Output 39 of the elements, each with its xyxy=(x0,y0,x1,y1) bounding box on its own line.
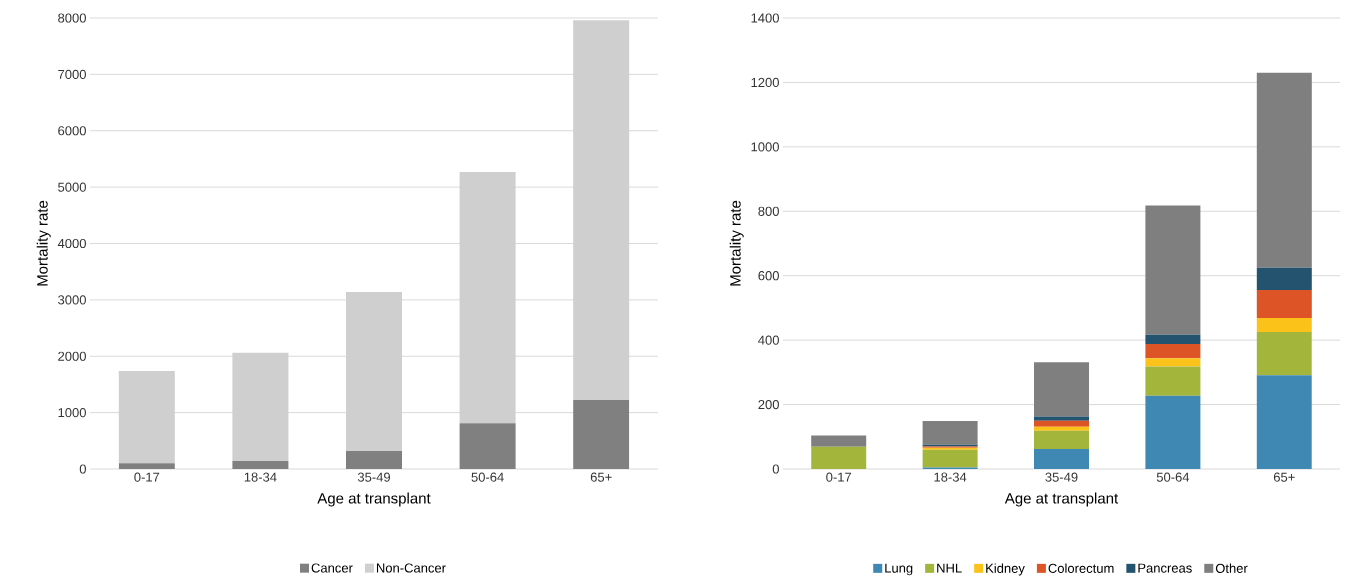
legend-label: Pancreas xyxy=(1138,563,1192,573)
legend-label: Colorectum xyxy=(1048,563,1114,573)
y-tick-label: 7000 xyxy=(58,69,86,79)
x-tick-label: 65+ xyxy=(1273,472,1295,482)
y-tick-label: 5000 xyxy=(58,182,86,192)
y-tick-label: 0 xyxy=(79,464,86,474)
y-tick-label: 2000 xyxy=(58,351,86,361)
x-tick-label: 18-34 xyxy=(244,472,277,482)
y-axis-title: Mortality rate xyxy=(36,200,51,286)
legend-label: Cancer xyxy=(311,563,353,573)
y-tick-label: 1400 xyxy=(751,13,779,23)
y-tick-label: 1000 xyxy=(751,142,779,152)
legend-label: NHL xyxy=(937,563,962,573)
x-tick-label: 35-49 xyxy=(1045,472,1078,482)
x-axis-title: Age at transplant xyxy=(317,492,431,507)
y-tick-label: 800 xyxy=(758,206,779,216)
y-tick-label: 3000 xyxy=(58,295,86,305)
y-tick-label: 1200 xyxy=(751,77,779,88)
legend-label: Kidney xyxy=(986,563,1025,576)
y-tick-label: 600 xyxy=(758,271,779,281)
legend-label: Non-Cancer xyxy=(376,563,446,573)
x-tick-label: 50-64 xyxy=(1156,472,1190,482)
x-tick-label: 65+ xyxy=(590,472,612,482)
x-tick-label: 50-64 xyxy=(471,472,504,482)
y-tick-label: 1000 xyxy=(58,408,86,418)
y-tick-label: 200 xyxy=(758,399,779,410)
x-tick-label: 18-34 xyxy=(934,472,967,482)
y-tick-label: 6000 xyxy=(58,126,86,136)
x-tick-label: 0-17 xyxy=(134,472,160,482)
y-tick-label: 4000 xyxy=(57,238,86,249)
y-tick-label: 400 xyxy=(758,335,779,345)
legend-label: Lung xyxy=(885,563,913,576)
y-tick-label: 8000 xyxy=(58,13,86,23)
x-tick-label: 35-49 xyxy=(357,472,391,482)
y-axis-title: Mortality rate xyxy=(729,200,744,286)
y-tick-label: 0 xyxy=(772,464,779,474)
x-axis-title: Age at transplant xyxy=(1004,492,1119,507)
legend-label: Other xyxy=(1215,563,1248,573)
x-tick-label: 0-17 xyxy=(826,472,852,482)
